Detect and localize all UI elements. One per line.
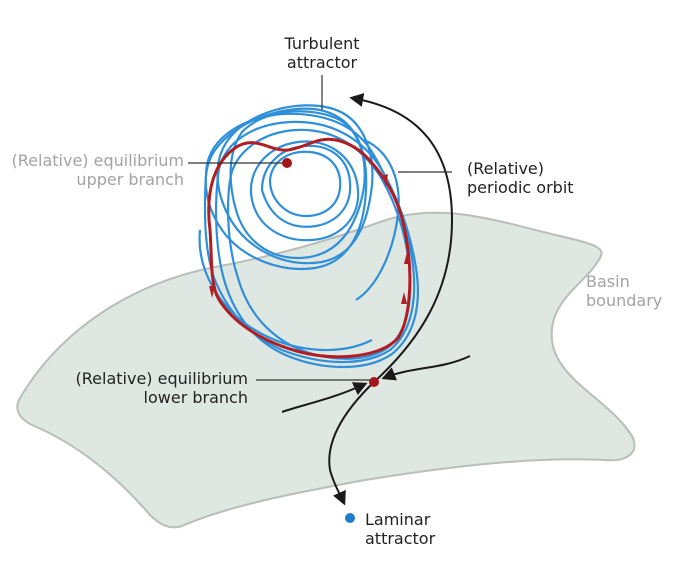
upper-equilibrium-point (282, 158, 292, 168)
lower-label-line2: lower branch (143, 388, 248, 407)
lower-equilibrium-point (369, 377, 379, 387)
lower-label-line1: (Relative) equilibrium (75, 369, 248, 388)
basin-label-line2: boundary (586, 291, 663, 310)
upper-equilibrium-label: (Relative) equilibrium upper branch (2, 151, 184, 189)
basin-boundary-surface (16, 211, 636, 529)
periodic-orbit-label: (Relative) periodic orbit (467, 159, 607, 197)
laminar-label-line1: Laminar (365, 510, 431, 529)
turbulent-label-line1: Turbulent (284, 34, 360, 53)
upper-label-line2: upper branch (76, 170, 184, 189)
periodic-label-line1: (Relative) (467, 159, 545, 178)
laminar-attractor-label: Laminar attractor (365, 510, 455, 548)
turbulent-attractor (198, 104, 420, 369)
turbulent-loop (215, 120, 420, 369)
basin-boundary-label: Basin boundary (586, 272, 678, 310)
laminar-label-line2: attractor (365, 529, 436, 548)
turbulent-loop (204, 107, 368, 270)
upper-label-line1: (Relative) equilibrium (11, 151, 184, 170)
periodic-orbit-arrow (209, 286, 215, 298)
periodic-orbit-arrow (401, 292, 407, 304)
turbulent-attractor-label: Turbulent attractor (274, 34, 370, 72)
turbulent-loop (229, 110, 366, 260)
periodic-label-line2: periodic orbit (467, 178, 574, 197)
turbulent-loop (268, 150, 342, 218)
turbulent-loop (355, 138, 400, 301)
periodic-orbit-arrow (382, 174, 388, 186)
periodic-orbit (207, 137, 412, 359)
turbulent-loop (260, 144, 352, 228)
basin-label-line1: Basin (586, 272, 630, 291)
unstable-manifold-down (328, 381, 375, 506)
trajectories (281, 93, 471, 506)
turbulent-loop (216, 104, 374, 265)
periodic-orbit-arrow (404, 252, 410, 264)
leader-lines (188, 75, 452, 381)
turbulent-loop (198, 229, 373, 352)
lower-equilibrium-label: (Relative) equilibrium lower branch (64, 369, 248, 407)
laminar-attractor-point (345, 513, 355, 523)
stable-manifold-right (381, 355, 471, 381)
turbulent-loop (249, 140, 360, 242)
turbulent-label-line2: attractor (286, 53, 358, 72)
turbulent-loop (203, 112, 416, 364)
unstable-manifold-up (349, 93, 454, 383)
stable-manifold-left (281, 382, 368, 413)
